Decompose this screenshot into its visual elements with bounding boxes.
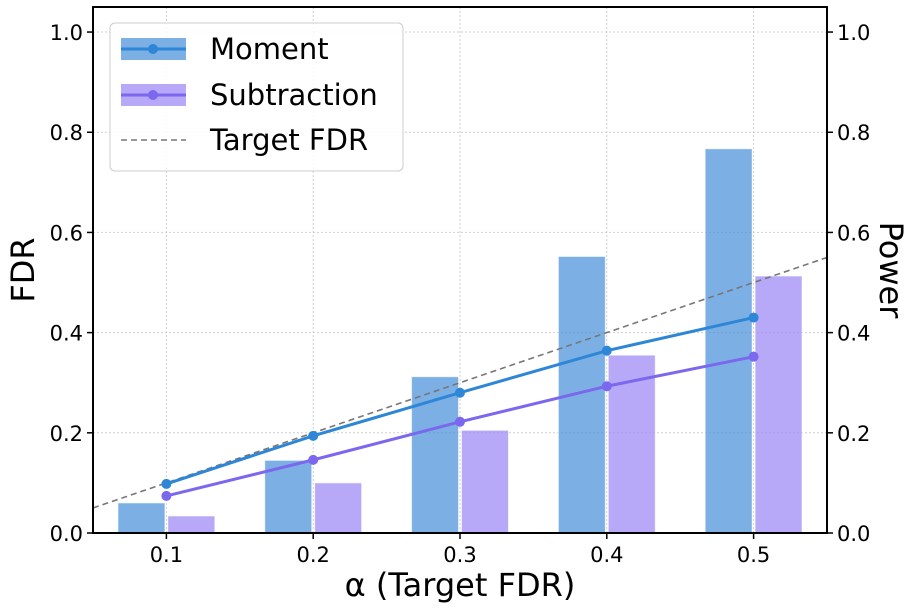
y-tick-label-left: 0.6 <box>50 221 83 245</box>
x-tick-label: 0.5 <box>737 543 770 567</box>
y-tick-label-right: 0.4 <box>837 322 870 346</box>
x-tick-label: 0.1 <box>150 543 183 567</box>
subtraction-fdr-bar <box>754 275 803 534</box>
moment-fdr-bar <box>264 459 313 534</box>
moment-power-point <box>161 478 172 489</box>
y-tick-label-left: 1.0 <box>50 21 83 45</box>
subtraction-power-point <box>455 416 465 427</box>
y-tick-label-left: 0.4 <box>50 322 83 346</box>
subtraction-fdr-bar <box>460 429 509 534</box>
moment-power-point <box>308 430 319 441</box>
legend-subtraction-marker <box>148 90 158 100</box>
moment-power-point <box>455 387 465 398</box>
power-lines <box>161 312 759 501</box>
moment-power-point <box>748 312 759 323</box>
subtraction-fdr-bar <box>167 515 216 534</box>
x-tick-label: 0.4 <box>590 543 623 567</box>
y-axis-title-left: FDR <box>4 237 42 302</box>
axis-ticks: 0.0 0.0 0.2 0.2 0.4 0.4 0.6 0.6 0.8 0.8 1.0 1.0 0.1 0… <box>50 21 871 567</box>
subtraction-fdr-bar <box>314 482 363 534</box>
legend-moment-marker <box>148 44 158 54</box>
subtraction-power-point <box>308 454 319 465</box>
y-tick-label-right: 0.8 <box>837 121 870 145</box>
legend: Moment Subtraction Target FDR <box>109 22 404 172</box>
subtraction-power-point <box>161 490 172 501</box>
y-tick-label-right: 0.2 <box>837 422 870 446</box>
moment-power-point <box>601 345 612 356</box>
y-tick-label-left: 0.0 <box>50 522 83 546</box>
legend-label-moment: Moment <box>210 32 329 66</box>
y-axis-title-right: Power <box>872 222 910 320</box>
y-tick-label-left: 0.2 <box>50 422 83 446</box>
x-tick-label: 0.3 <box>443 543 476 567</box>
subtraction-power-point <box>601 381 612 392</box>
moment-fdr-bar <box>704 148 753 534</box>
subtraction-power-point <box>748 351 759 362</box>
legend-label-subtraction: Subtraction <box>210 78 378 112</box>
y-tick-label-right: 1.0 <box>837 21 870 45</box>
y-tick-label-right: 0.0 <box>837 522 870 546</box>
y-tick-label-left: 0.8 <box>50 121 83 145</box>
legend-label-target-fdr: Target FDR <box>209 123 368 157</box>
x-axis-title: α (Target FDR) <box>345 566 576 604</box>
x-tick-label: 0.2 <box>296 543 329 567</box>
moment-fdr-bar <box>117 502 166 534</box>
y-tick-label-right: 0.6 <box>837 221 870 245</box>
moment-fdr-bar <box>411 376 460 534</box>
